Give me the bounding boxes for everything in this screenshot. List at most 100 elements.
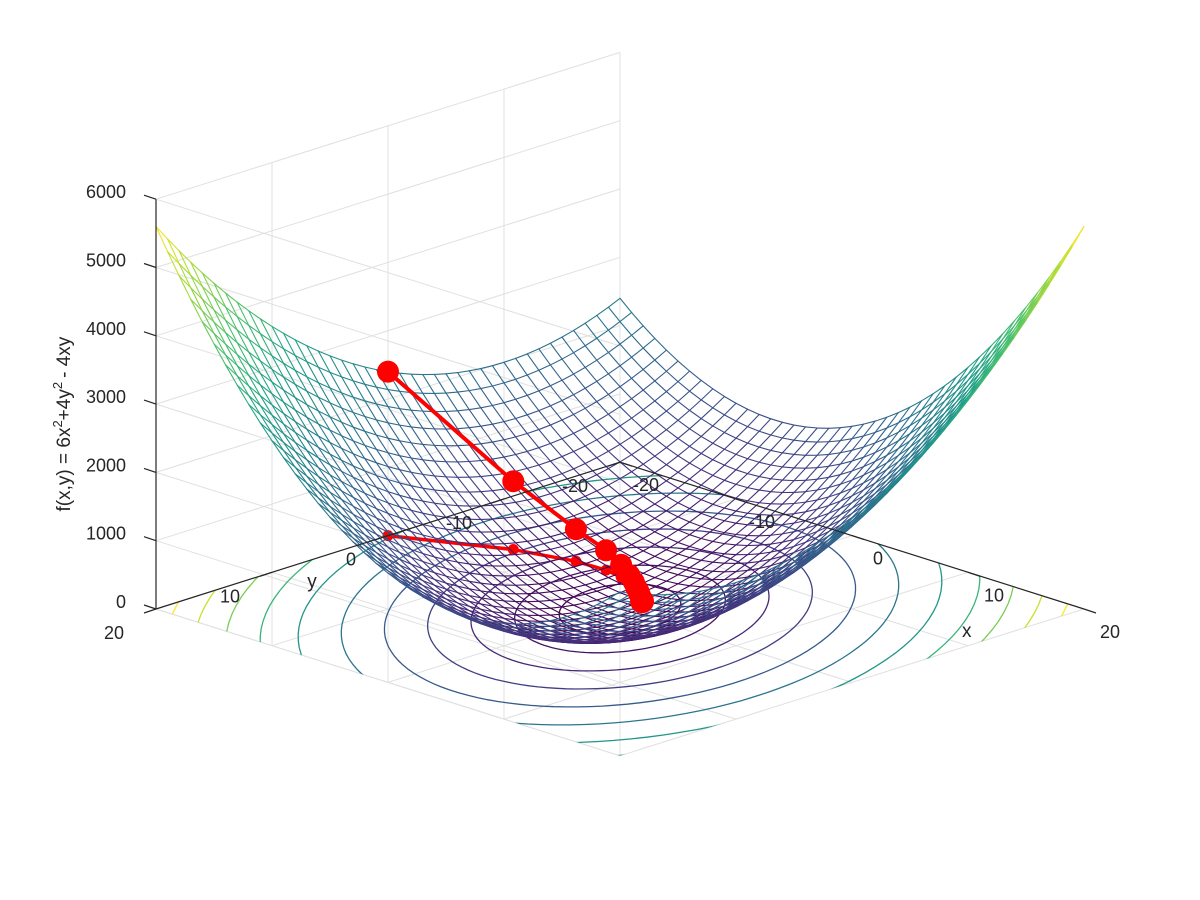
mesh-segment xyxy=(526,480,540,486)
mesh-segment xyxy=(503,417,517,423)
mesh-segment xyxy=(828,483,841,489)
mesh-segment xyxy=(967,384,981,401)
mesh-segment xyxy=(538,429,551,445)
mesh-segment xyxy=(480,365,493,370)
z-axis-label-exponent: 2 xyxy=(50,382,65,389)
mesh-segment xyxy=(932,428,946,443)
mesh-segment xyxy=(839,460,853,465)
mesh-segment xyxy=(480,613,493,621)
mesh-segment xyxy=(410,426,424,429)
descent-path-point xyxy=(502,470,525,493)
mesh-segment xyxy=(259,422,273,442)
mesh-segment xyxy=(851,495,865,504)
mesh-segment xyxy=(700,469,714,476)
mesh-segment xyxy=(399,440,412,444)
mesh-segment xyxy=(433,599,447,608)
mesh-segment xyxy=(259,318,273,327)
mesh-segment xyxy=(584,622,598,626)
mesh-segment xyxy=(607,329,621,345)
mesh-segment xyxy=(584,366,598,382)
mesh-segment xyxy=(526,601,540,610)
mesh-segment xyxy=(236,353,250,365)
wall-grid-line xyxy=(155,267,621,415)
mesh-segment xyxy=(399,536,412,542)
mesh-segment xyxy=(433,502,447,506)
mesh-segment xyxy=(909,431,923,448)
mesh-segment xyxy=(1002,325,1015,345)
mesh-segment xyxy=(271,381,285,391)
mesh-segment xyxy=(863,504,876,516)
mesh-segment xyxy=(781,437,795,441)
mesh-segment xyxy=(515,627,528,634)
mesh-segment xyxy=(1060,245,1073,267)
mesh-segment xyxy=(584,570,598,576)
mesh-segment xyxy=(410,585,424,596)
mesh-segment xyxy=(607,626,621,632)
mesh-segment xyxy=(352,363,366,368)
mesh-segment xyxy=(642,550,656,557)
mesh-segment xyxy=(654,555,667,562)
mesh-segment xyxy=(283,412,296,423)
mesh-segment xyxy=(561,484,575,491)
mesh-segment xyxy=(549,569,563,573)
mesh-segment xyxy=(549,477,563,491)
mesh-segment xyxy=(410,569,424,582)
mesh-segment xyxy=(573,554,586,565)
mesh-segment xyxy=(410,471,424,489)
mesh-segment xyxy=(735,583,749,595)
mesh-segment xyxy=(897,425,911,442)
mesh-segment xyxy=(468,388,482,392)
mesh-segment xyxy=(422,560,435,566)
mesh-segment xyxy=(375,497,389,514)
mesh-segment xyxy=(433,578,447,584)
mesh-segment xyxy=(422,588,435,599)
mesh-segment xyxy=(932,393,946,403)
mesh-segment xyxy=(491,404,505,423)
mesh-segment xyxy=(700,407,714,420)
mesh-segment xyxy=(422,560,435,574)
mesh-segment xyxy=(352,505,366,513)
mesh-segment xyxy=(781,561,795,569)
mesh-segment xyxy=(700,616,714,623)
mesh-segment xyxy=(631,409,644,419)
mesh-segment xyxy=(584,495,598,507)
mesh-segment xyxy=(619,297,633,314)
mesh-segment xyxy=(491,517,505,520)
mesh-segment xyxy=(665,624,679,629)
mesh-segment xyxy=(689,585,702,588)
mesh-segment xyxy=(805,542,818,552)
mesh-segment xyxy=(863,420,876,437)
mesh-segment xyxy=(747,408,760,415)
mesh-segment xyxy=(805,427,818,443)
mesh-segment xyxy=(851,495,865,509)
mesh-segment xyxy=(573,394,586,409)
mesh-segment xyxy=(433,564,447,577)
mesh-segment xyxy=(793,511,807,524)
mesh-segment xyxy=(213,321,227,345)
mesh-segment xyxy=(955,399,969,415)
mesh-segment xyxy=(352,440,366,460)
mesh-segment xyxy=(433,572,447,584)
mesh-segment xyxy=(596,439,609,452)
mesh-segment xyxy=(306,404,319,425)
mesh-segment xyxy=(735,533,749,537)
mesh-segment xyxy=(399,536,412,551)
mesh-segment xyxy=(584,505,598,512)
mesh-segment xyxy=(573,495,586,502)
mesh-segment xyxy=(642,631,656,635)
mesh-segment xyxy=(700,559,714,563)
mesh-segment xyxy=(735,473,749,485)
mesh-segment xyxy=(874,468,888,478)
mesh-segment xyxy=(758,503,772,516)
mesh-segment xyxy=(584,609,598,613)
mesh-segment xyxy=(352,532,366,542)
mesh-segment xyxy=(677,564,691,569)
mesh-segment xyxy=(816,504,830,510)
mesh-segment xyxy=(607,306,621,323)
mesh-segment xyxy=(317,503,331,518)
mesh-segment xyxy=(236,375,250,387)
mesh-segment xyxy=(480,443,493,460)
mesh-segment xyxy=(306,482,319,493)
mesh-segment xyxy=(631,487,644,497)
mesh-segment xyxy=(480,490,493,493)
